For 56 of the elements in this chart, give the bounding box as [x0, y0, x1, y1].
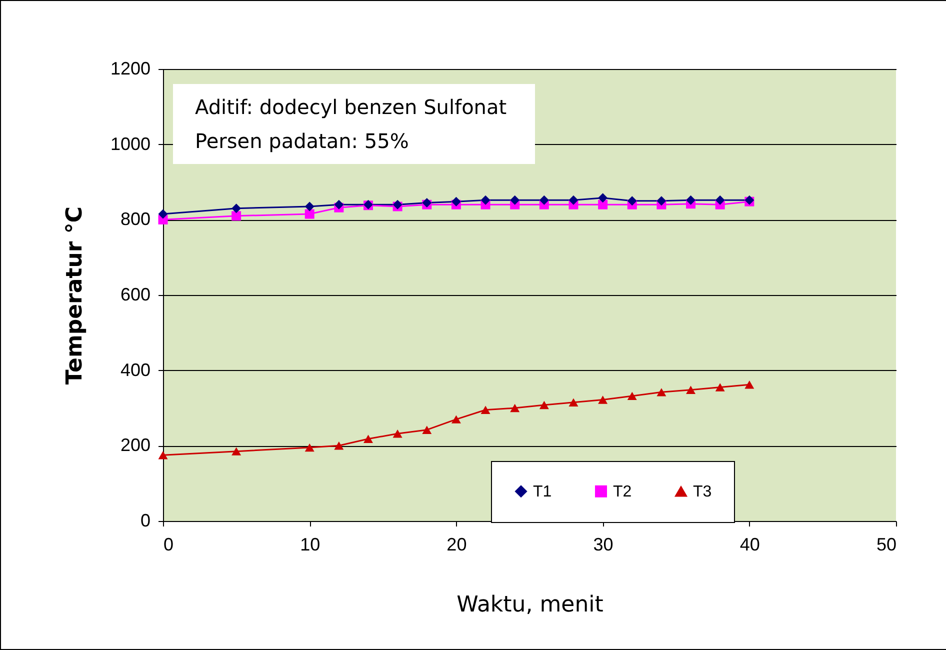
x-tick-label: 30: [593, 534, 614, 554]
y-tick-label: 1200: [110, 58, 150, 78]
x-tick-label: 0: [164, 534, 174, 554]
point: [510, 195, 520, 205]
point: [656, 388, 666, 396]
point: [715, 195, 725, 205]
point: [686, 386, 696, 394]
point: [598, 193, 608, 203]
point: [422, 426, 432, 434]
y-tick-label: 0: [140, 510, 150, 530]
y-tick-label: 800: [120, 209, 150, 230]
y-tick-label: 600: [120, 284, 150, 304]
point: [598, 200, 608, 210]
point: [627, 196, 637, 206]
point: [304, 202, 314, 212]
annotation: Aditif: dodecyl benzen Sulfonat: [195, 94, 507, 121]
x-tick-label: 20: [446, 534, 467, 554]
point: [232, 447, 242, 456]
x-tick-label: 50: [876, 534, 896, 554]
y-axis-title: Temperatur °C: [62, 206, 88, 385]
point: [539, 400, 549, 410]
y-tick-label: 400: [120, 360, 150, 380]
x-tick-label: 10: [300, 534, 320, 554]
point: [304, 443, 314, 452]
legend-label: T3: [693, 484, 712, 500]
point: [334, 200, 344, 210]
point: [363, 434, 373, 443]
point: [451, 196, 461, 206]
point: [158, 450, 168, 460]
point: [568, 398, 578, 406]
point: [480, 195, 490, 205]
point: [158, 209, 168, 219]
point: [715, 383, 725, 392]
annotation: Persen padatan: 55%: [195, 128, 410, 155]
point: [598, 396, 608, 404]
x-tick-label: 40: [740, 534, 760, 554]
legend-label: T1: [533, 483, 552, 500]
point: [334, 442, 344, 450]
point: [480, 406, 490, 414]
point: [568, 195, 578, 205]
point: [451, 415, 461, 424]
y-tick-label: 1000: [110, 134, 150, 154]
point: [539, 195, 549, 205]
point: [686, 195, 696, 205]
point: [744, 380, 754, 389]
point: [656, 196, 666, 206]
point: [510, 404, 520, 412]
point: [304, 209, 314, 219]
x-axis-title: Waktu, menit: [456, 592, 604, 618]
note-box: Aditif: dodecyl benzen Sulfonat Persen padatan: 55%: [173, 84, 535, 164]
point: [627, 392, 637, 400]
point: [392, 430, 402, 438]
point: [232, 204, 242, 214]
point: [232, 211, 242, 221]
y-tick-label: 200: [120, 435, 150, 456]
legend-label: T2: [613, 483, 632, 500]
